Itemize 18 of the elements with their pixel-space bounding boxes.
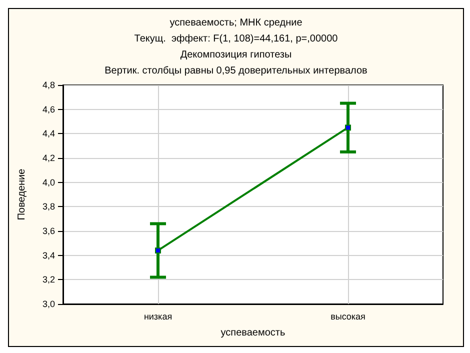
chart-title: успеваемость; МНК средние <box>170 18 303 28</box>
y-tick-label: 4,4 <box>42 128 55 139</box>
y-tick-label: 3,0 <box>42 299 55 309</box>
y-tick-label: 4,0 <box>42 177 55 188</box>
x-tick-label: низкая <box>144 312 172 322</box>
x-axis-title: успеваемость <box>220 328 286 338</box>
x-tick-label: высокая <box>330 312 366 322</box>
y-tick-label: 3,4 <box>42 250 55 260</box>
y-tick-label: 3,2 <box>42 274 55 285</box>
y-tick-label: 4,6 <box>42 104 55 114</box>
chart-subtitle: Текущ. эффект: F(1, 108)=44,161, p=,00000 <box>134 34 338 44</box>
y-tick-label: 3,8 <box>42 202 55 212</box>
y-axis-title: Поведение <box>16 168 28 220</box>
y-tick-label: 3,6 <box>42 226 55 236</box>
y-tick-label: 4,8 <box>42 80 55 90</box>
y-tick-label: 4,2 <box>42 153 55 163</box>
text: Вертик. столбцы равны 0,95 доверительных интервалов <box>104 66 368 76</box>
text: Декомпозиция гипотезы <box>180 50 292 60</box>
